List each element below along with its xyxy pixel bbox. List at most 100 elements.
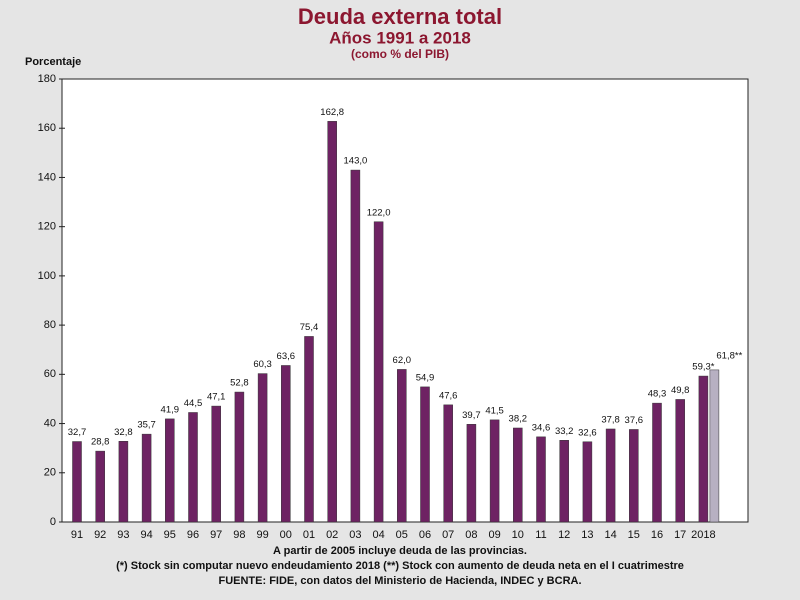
bar — [675, 399, 685, 523]
value-label: 61,8** — [716, 350, 742, 361]
x-tick-label: 13 — [581, 529, 593, 541]
x-tick-label: 11 — [535, 529, 546, 541]
chart-subtitle-2: (como % del PIB) — [351, 47, 449, 61]
y-tick-label: 40 — [44, 417, 56, 429]
y-tick-label: 180 — [38, 73, 56, 85]
value-label: 60,3 — [253, 359, 272, 370]
bar — [605, 428, 616, 523]
value-label: 41,9 — [161, 404, 180, 415]
bar — [327, 121, 337, 523]
x-tick-label: 05 — [396, 529, 408, 541]
value-label: 37,8 — [601, 414, 620, 425]
x-tick-label: 14 — [604, 529, 616, 541]
x-tick-label: 12 — [558, 529, 570, 541]
bar — [188, 412, 198, 523]
bar — [234, 391, 245, 523]
chart-title: Deuda externa total — [298, 4, 502, 29]
bar — [652, 402, 662, 523]
x-tick-label: 07 — [442, 529, 454, 541]
value-label: 34,6 — [532, 422, 551, 433]
value-label: 32,8 — [114, 427, 133, 438]
bar — [257, 373, 268, 523]
x-tick-label: 17 — [674, 529, 686, 541]
bar — [629, 429, 639, 523]
note: FUENTE: FIDE, con datos del Ministerio d… — [218, 575, 581, 587]
value-label: 48,3 — [648, 389, 667, 400]
bar — [709, 369, 720, 523]
bar — [281, 365, 291, 523]
x-tick-label: 02 — [326, 529, 338, 541]
bar — [141, 433, 152, 523]
bar — [373, 221, 384, 523]
value-label: 47,6 — [439, 390, 458, 401]
value-label: 143,0 — [344, 156, 368, 167]
bar — [420, 386, 430, 523]
bar — [72, 441, 82, 523]
x-tick-label: 99 — [256, 529, 268, 541]
value-label: 41,5 — [485, 405, 504, 416]
value-label: 52,8 — [230, 378, 249, 389]
value-label: 162,8 — [320, 107, 344, 118]
x-tick-label: 94 — [140, 529, 152, 541]
bar — [118, 441, 129, 523]
value-label: 47,1 — [207, 392, 226, 403]
x-tick-label: 04 — [372, 529, 384, 541]
note: A partir de 2005 incluye deuda de las pr… — [273, 545, 527, 557]
bar — [536, 436, 546, 523]
value-label: 33,2 — [555, 426, 574, 437]
value-label: 35,7 — [137, 420, 156, 431]
y-tick-label: 120 — [38, 221, 56, 233]
bar — [304, 336, 314, 523]
x-tick-label: 00 — [280, 529, 292, 541]
x-tick-label: 97 — [210, 529, 222, 541]
bar — [397, 369, 407, 523]
value-label: 63,6 — [277, 351, 296, 362]
x-tick-label: 15 — [628, 529, 640, 541]
x-tick-label: 01 — [303, 529, 315, 541]
bar — [559, 440, 569, 523]
value-label: 32,6 — [578, 427, 597, 438]
x-tick-label: 2018 — [691, 529, 715, 541]
x-tick-label: 98 — [233, 529, 245, 541]
bar — [165, 418, 175, 523]
value-label: 38,2 — [509, 414, 528, 425]
y-tick-label: 20 — [44, 467, 56, 479]
y-tick-label: 80 — [44, 319, 56, 331]
y-axis-label: Porcentaje — [25, 56, 81, 68]
value-label: 54,9 — [416, 372, 435, 383]
bar — [698, 375, 709, 523]
x-tick-label: 96 — [187, 529, 199, 541]
value-label: 75,4 — [300, 322, 319, 333]
bar — [489, 419, 500, 523]
bar — [466, 424, 477, 523]
x-tick-label: 16 — [651, 529, 663, 541]
x-tick-label: 06 — [419, 529, 431, 541]
value-label: 49,8 — [671, 385, 690, 396]
y-tick-label: 160 — [38, 122, 56, 134]
value-label: 28,8 — [91, 437, 110, 448]
x-tick-label: 09 — [488, 529, 500, 541]
value-label: 44,5 — [184, 398, 203, 409]
bar — [513, 427, 523, 523]
bar — [443, 404, 453, 523]
x-tick-label: 08 — [465, 529, 477, 541]
value-label: 32,7 — [68, 427, 87, 438]
bar — [582, 441, 593, 523]
x-tick-label: 10 — [512, 529, 524, 541]
y-tick-label: 140 — [38, 171, 56, 183]
x-tick-label: 03 — [349, 529, 361, 541]
bar — [211, 405, 221, 523]
x-tick-label: 93 — [117, 529, 129, 541]
bar — [95, 450, 105, 523]
value-label: 62,0 — [393, 355, 412, 366]
value-label: 122,0 — [367, 207, 391, 218]
value-label: 37,6 — [625, 415, 644, 426]
y-tick-label: 60 — [44, 368, 56, 380]
bar — [350, 169, 361, 523]
chart-subtitle: Años 1991 a 2018 — [329, 28, 471, 47]
value-label: 59,3* — [692, 362, 714, 373]
note: (*) Stock sin computar nuevo endeudamien… — [116, 560, 684, 572]
y-tick-label: 100 — [38, 270, 56, 282]
x-tick-label: 91 — [71, 529, 83, 541]
